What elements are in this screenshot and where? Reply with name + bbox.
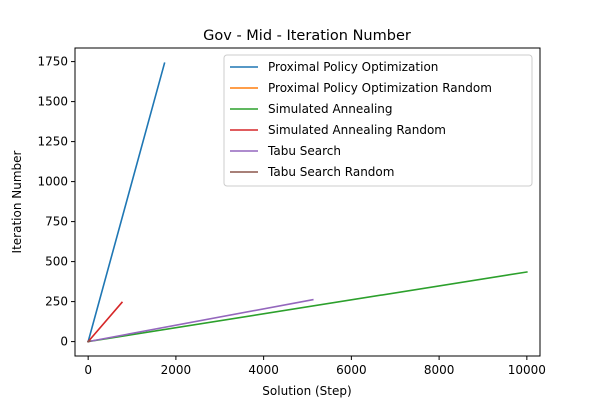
y-axis-label: Iteration Number xyxy=(10,150,24,253)
x-axis-ticks: 0 2000 4000 6000 8000 10000 xyxy=(84,356,546,377)
legend-label-0: Proximal Policy Optimization xyxy=(268,60,438,74)
legend-label-3: Simulated Annealing Random xyxy=(268,123,446,137)
y-tick-label: 1000 xyxy=(37,175,68,189)
x-tick-label: 10000 xyxy=(508,363,546,377)
y-axis-ticks: 0 250 500 750 1000 1250 1500 1750 xyxy=(37,55,75,349)
y-tick-label: 1500 xyxy=(37,95,68,109)
y-tick-label: 1250 xyxy=(37,135,68,149)
y-tick-label: 500 xyxy=(45,255,68,269)
legend-label-1: Proximal Policy Optimization Random xyxy=(268,81,492,95)
x-axis-label: Solution (Step) xyxy=(262,384,351,398)
x-tick-label: 2000 xyxy=(161,363,192,377)
series-line-2 xyxy=(88,272,527,342)
x-tick-label: 0 xyxy=(84,363,92,377)
legend-label-5: Tabu Search Random xyxy=(267,165,394,179)
series-line-4 xyxy=(88,300,313,342)
y-tick-label: 250 xyxy=(45,295,68,309)
series-line-0 xyxy=(88,63,164,341)
y-tick-label: 1750 xyxy=(37,55,68,69)
y-tick-label: 0 xyxy=(60,335,68,349)
legend: Proximal Policy Optimization Proximal Pol… xyxy=(224,55,532,186)
legend-label-2: Simulated Annealing xyxy=(268,102,393,116)
x-tick-label: 8000 xyxy=(424,363,455,377)
x-tick-label: 4000 xyxy=(248,363,279,377)
x-tick-label: 6000 xyxy=(336,363,367,377)
chart-title: Gov - Mid - Iteration Number xyxy=(203,28,411,44)
legend-label-4: Tabu Search xyxy=(267,144,341,158)
y-tick-label: 750 xyxy=(45,215,68,229)
